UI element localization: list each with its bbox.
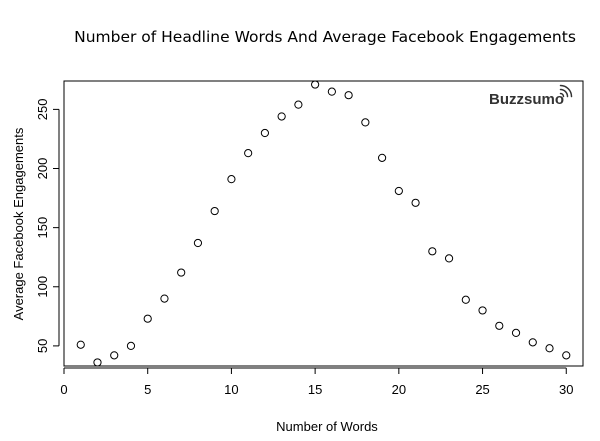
data-point bbox=[110, 351, 119, 360]
data-point bbox=[562, 351, 571, 360]
data-point bbox=[478, 306, 487, 315]
data-point bbox=[528, 338, 537, 347]
data-point bbox=[76, 340, 85, 349]
data-point bbox=[244, 149, 253, 158]
x-tick-label: 30 bbox=[559, 382, 573, 397]
data-point bbox=[361, 118, 370, 127]
data-point bbox=[428, 247, 437, 256]
data-point bbox=[210, 206, 219, 216]
y-axis: 50 100 150 200 250 bbox=[35, 99, 60, 353]
y-tick-label: 150 bbox=[35, 217, 50, 239]
data-point bbox=[294, 100, 303, 109]
data-point bbox=[311, 80, 320, 89]
x-tick-label: 20 bbox=[392, 382, 406, 397]
data-point bbox=[344, 91, 353, 100]
data-point bbox=[193, 238, 203, 248]
x-axis: 0 5 10 15 20 25 30 bbox=[60, 367, 573, 397]
x-tick-label: 0 bbox=[60, 382, 67, 397]
data-point bbox=[160, 294, 169, 303]
data-point bbox=[126, 341, 136, 350]
x-tick-label: 25 bbox=[475, 382, 489, 397]
y-axis-label: Average Facebook Engagements bbox=[11, 127, 26, 320]
data-point bbox=[411, 198, 420, 207]
brand-text: Buzzsumo bbox=[489, 91, 564, 108]
data-point bbox=[143, 314, 152, 323]
x-tick-label: 15 bbox=[308, 382, 322, 397]
brand-logo: Buzzsumo bbox=[489, 84, 573, 108]
data-point bbox=[327, 87, 336, 96]
data-point bbox=[495, 321, 504, 330]
data-point bbox=[227, 175, 236, 184]
data-point bbox=[545, 344, 554, 353]
signal-waves-icon bbox=[559, 84, 573, 98]
data-point bbox=[177, 268, 186, 277]
y-tick-label: 100 bbox=[35, 276, 50, 298]
x-tick-label: 5 bbox=[144, 382, 151, 397]
y-tick-label: 200 bbox=[35, 158, 50, 180]
y-tick-label: 250 bbox=[35, 99, 50, 121]
x-axis-label: Number of Words bbox=[276, 419, 378, 434]
data-point bbox=[377, 153, 387, 162]
y-tick-label: 50 bbox=[35, 339, 50, 353]
data-points bbox=[76, 80, 571, 367]
data-point bbox=[394, 186, 403, 196]
data-point bbox=[461, 295, 470, 304]
data-point bbox=[277, 112, 286, 121]
plot-area bbox=[63, 80, 584, 367]
chart-title: Number of Headline Words And Average Fac… bbox=[74, 28, 576, 46]
data-point bbox=[511, 328, 521, 337]
data-point bbox=[260, 128, 270, 138]
x-tick-label: 10 bbox=[224, 382, 238, 397]
data-point bbox=[444, 254, 454, 263]
data-point bbox=[93, 358, 102, 367]
